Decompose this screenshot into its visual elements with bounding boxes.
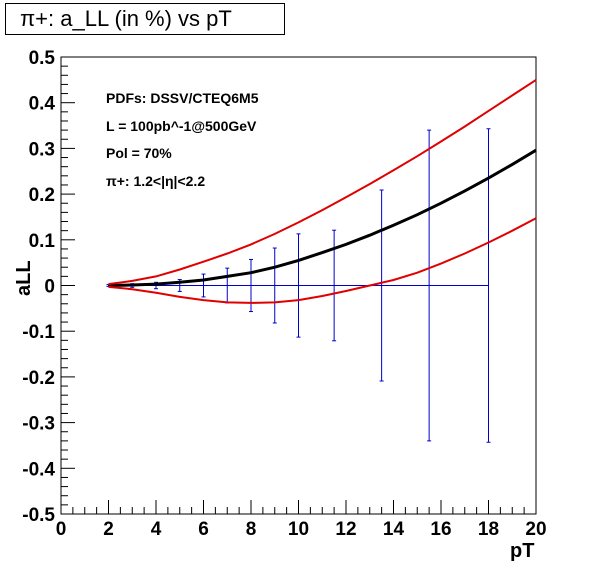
x-tick-label: 8: [246, 519, 257, 540]
series-upper-band: [108, 79, 537, 286]
y-tick-label: 0.1: [29, 231, 56, 252]
x-tick-label: 0: [56, 519, 67, 540]
annotation-text: PDFs: DSSV/CTEQ6M5: [106, 90, 259, 106]
y-tick-label: 0.4: [29, 94, 56, 115]
series-lines: [108, 79, 537, 304]
y-axis-ticks: -0.5 -0.4 -0.3 -0.2 -0.1 0 0.1 0.2 0.3 0.4 0.5: [22, 48, 75, 526]
chart-title: π+: a_LL (in %) vs pT: [5, 3, 285, 35]
x-tick-label: 2: [103, 519, 114, 540]
series-central: [108, 148, 537, 287]
y-tick-label: -0.2: [22, 368, 55, 389]
x-axis-ticks: 0 2 4 6 8 10 12 14 16 18 20: [56, 500, 547, 540]
series-lower-band: [108, 217, 537, 304]
y-tick-label: 0.2: [29, 185, 55, 206]
x-tick-label: 14: [383, 519, 405, 540]
x-tick-label: 16: [430, 519, 451, 540]
x-tick-label: 6: [198, 519, 209, 540]
annotations: PDFs: DSSV/CTEQ6M5 L = 100pb^-1@500GeV Pol…: [106, 90, 259, 189]
y-tick-label: 0.5: [29, 48, 56, 69]
x-tick-label: 18: [478, 519, 499, 540]
annotation-text: Pol = 70%: [106, 145, 172, 161]
x-tick-label: 12: [335, 519, 356, 540]
x-tick-label: 4: [151, 519, 162, 540]
annotation-text: L = 100pb^-1@500GeV: [106, 118, 257, 134]
y-tick-label: 0.3: [29, 139, 55, 160]
x-tick-label: 20: [525, 519, 546, 540]
annotation-text: π+: 1.2<|η|<2.2: [106, 173, 205, 189]
y-tick-label: -0.1: [22, 322, 55, 343]
x-axis-label: pT: [510, 540, 534, 562]
y-tick-label: -0.3: [22, 414, 55, 435]
y-axis-label: aLL: [13, 260, 35, 296]
y-tick-label: -0.4: [22, 459, 55, 480]
y-tick-label: 0: [44, 277, 55, 298]
y-tick-label: -0.5: [22, 505, 55, 526]
x-tick-label: 10: [288, 519, 309, 540]
